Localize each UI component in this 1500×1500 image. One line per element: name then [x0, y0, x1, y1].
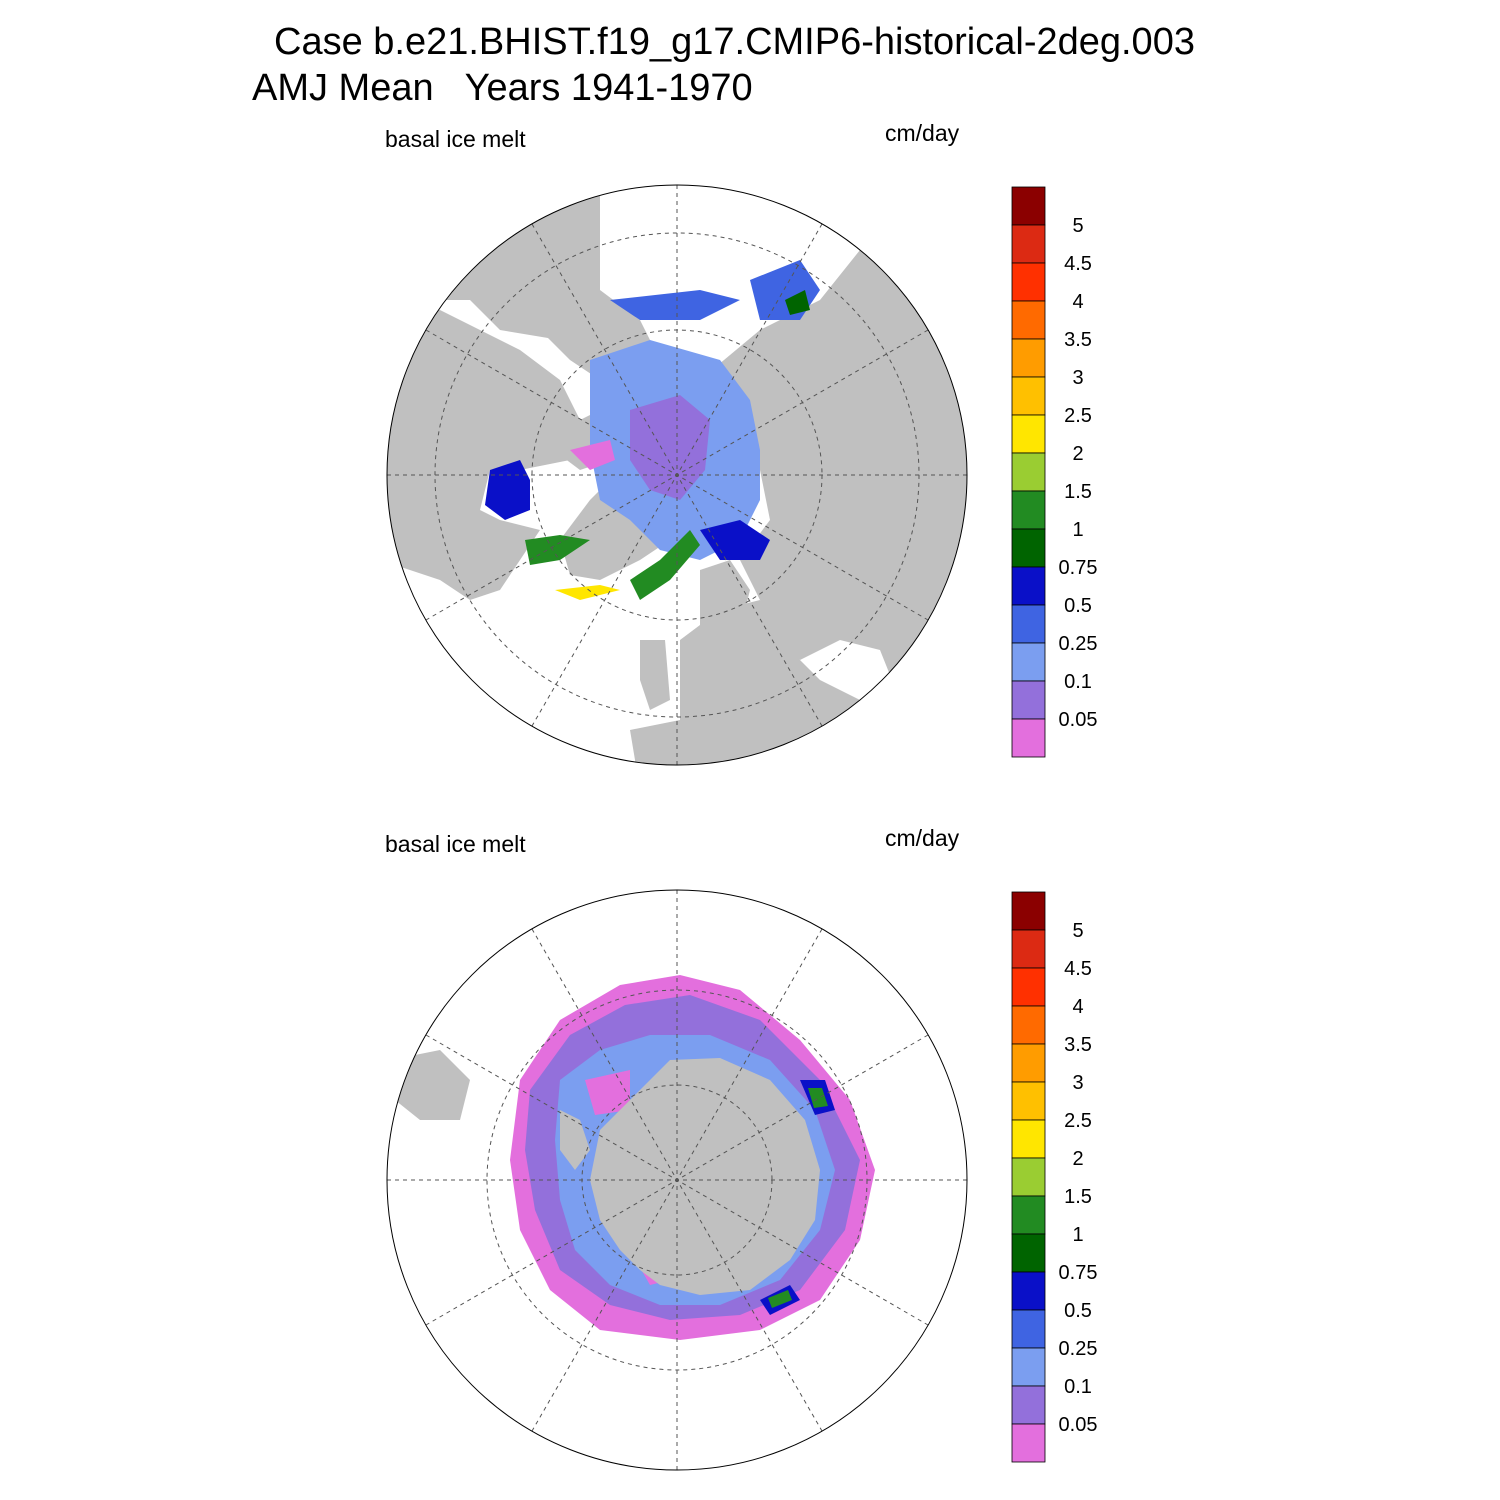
north-colorbar-label: 5 [1072, 215, 1083, 237]
north-colorbar-label: 4 [1072, 291, 1083, 313]
south-colorbar-swatch [1011, 1195, 1046, 1235]
north-panel-variable-label: basal ice melt [385, 126, 526, 152]
north-colorbar-swatch [1011, 224, 1046, 264]
north-colorbar-swatch [1011, 376, 1046, 416]
north-colorbar-label: 0.25 [1059, 633, 1098, 655]
south-colorbar-label: 0.5 [1064, 1300, 1092, 1322]
north-colorbar-label: 1 [1072, 519, 1083, 541]
south-colorbar-label: 2.5 [1064, 1110, 1092, 1132]
north-colorbar-swatch [1011, 642, 1046, 682]
north-colorbar-swatch [1011, 490, 1046, 530]
north-colorbar-swatch [1011, 566, 1046, 606]
north-colorbar-label: 2.5 [1064, 405, 1092, 427]
south-melt-weddell-green [768, 1290, 792, 1308]
north-colorbar-swatch [1011, 186, 1046, 226]
south-colorbar-swatch [1011, 1423, 1046, 1463]
south-colorbar-label: 4.5 [1064, 958, 1092, 980]
north-graticule [387, 185, 967, 765]
south-melt-east-antarctica-core [808, 1088, 828, 1108]
north-colorbar-swatch [1011, 338, 1046, 378]
north-map-border [386, 184, 968, 766]
north-colorbar-label: 3 [1072, 367, 1083, 389]
south-panel-units-label: cm/day [885, 825, 960, 851]
north-colorbar-label: 0.5 [1064, 595, 1092, 617]
south-colorbar-label: 3.5 [1064, 1034, 1092, 1056]
south-colorbar-swatch [1011, 1043, 1046, 1083]
north-melt-bering [610, 290, 740, 320]
north-colorbar-swatch [1011, 262, 1046, 302]
north-colorbar-label: 1.5 [1064, 481, 1092, 503]
north-colorbar-label: 4.5 [1064, 253, 1092, 275]
figure-title-period: AMJ Mean Years 1941-1970 [252, 67, 753, 109]
north-colorbar-label: 3.5 [1064, 329, 1092, 351]
south-colorbar-label: 4 [1072, 996, 1083, 1018]
north-colorbar: 5 4.5 4 3.5 3 2.5 2 1.5 1 0.75 0.5 0.25 0.1 0.05 [1011, 186, 1098, 758]
north-melt-greenland-yellow [555, 585, 620, 600]
north-colorbar-swatch [1011, 680, 1046, 720]
south-colorbar-swatch [1011, 1347, 1046, 1387]
south-colorbar-label: 0.75 [1059, 1262, 1098, 1284]
north-colorbar-label: 2 [1072, 443, 1083, 465]
north-land-iberia [630, 720, 690, 765]
north-colorbar-swatch [1011, 414, 1046, 454]
north-land-scandinavia [700, 560, 750, 650]
south-colorbar-swatch [1011, 1119, 1046, 1159]
north-colorbar-swatch [1011, 300, 1046, 340]
north-melt-labrador [525, 535, 590, 565]
south-colorbar-label: 5 [1072, 920, 1083, 942]
north-land-asia [700, 240, 967, 700]
south-colorbar-swatch [1011, 1233, 1046, 1273]
south-land-peninsula [560, 1110, 590, 1170]
north-polar-map [386, 184, 968, 766]
north-colorbar-swatch [1011, 528, 1046, 568]
south-colorbar: 5 4.5 4 3.5 3 2.5 2 1.5 1 0.75 0.5 0.25 0.1 0.05 [1011, 891, 1098, 1463]
south-colorbar-label: 2 [1072, 1148, 1083, 1170]
south-colorbar-label: 3 [1072, 1072, 1083, 1094]
north-melt-purple-0.05 [630, 395, 710, 500]
south-colorbar-label: 0.25 [1059, 1338, 1098, 1360]
south-colorbar-swatch [1011, 1309, 1046, 1349]
north-melt-east-greenland [630, 530, 700, 600]
north-melt-okhotsk-core [785, 290, 810, 315]
south-colorbar-label: 0.05 [1059, 1414, 1098, 1436]
south-colorbar-label: 1.5 [1064, 1186, 1092, 1208]
south-colorbar-swatch [1011, 1271, 1046, 1311]
north-colorbar-swatch [1011, 604, 1046, 644]
south-polar-map [386, 889, 968, 1471]
north-melt-barents [700, 520, 770, 560]
north-colorbar-swatch [1011, 718, 1046, 758]
south-colorbar-swatch [1011, 1385, 1046, 1425]
figure-title-case: Case b.e21.BHIST.f19_g17.CMIP6-historica… [274, 21, 1195, 63]
south-panel-variable-label: basal ice melt [385, 831, 526, 857]
south-map-border [386, 889, 968, 1471]
south-colorbar-swatch [1011, 891, 1046, 931]
north-land-uk [640, 640, 670, 710]
south-colorbar-swatch [1011, 1081, 1046, 1121]
north-land-north-america [387, 300, 580, 600]
south-graticule [387, 890, 967, 1470]
north-melt-archipelago [570, 440, 615, 470]
north-colorbar-label: 0.05 [1059, 709, 1098, 731]
north-colorbar-label: 0.1 [1064, 671, 1092, 693]
north-panel-units-label: cm/day [885, 120, 960, 146]
south-colorbar-label: 1 [1072, 1224, 1083, 1246]
south-melt-ross-pink [585, 1070, 630, 1115]
south-colorbar-swatch [1011, 1005, 1046, 1045]
south-colorbar-swatch [1011, 967, 1046, 1007]
north-colorbar-label: 0.75 [1059, 557, 1098, 579]
south-colorbar-swatch [1011, 929, 1046, 969]
north-colorbar-swatch [1011, 452, 1046, 492]
south-colorbar-swatch [1011, 1157, 1046, 1197]
south-land-antarctica [590, 1058, 820, 1295]
south-colorbar-label: 0.1 [1064, 1376, 1092, 1398]
